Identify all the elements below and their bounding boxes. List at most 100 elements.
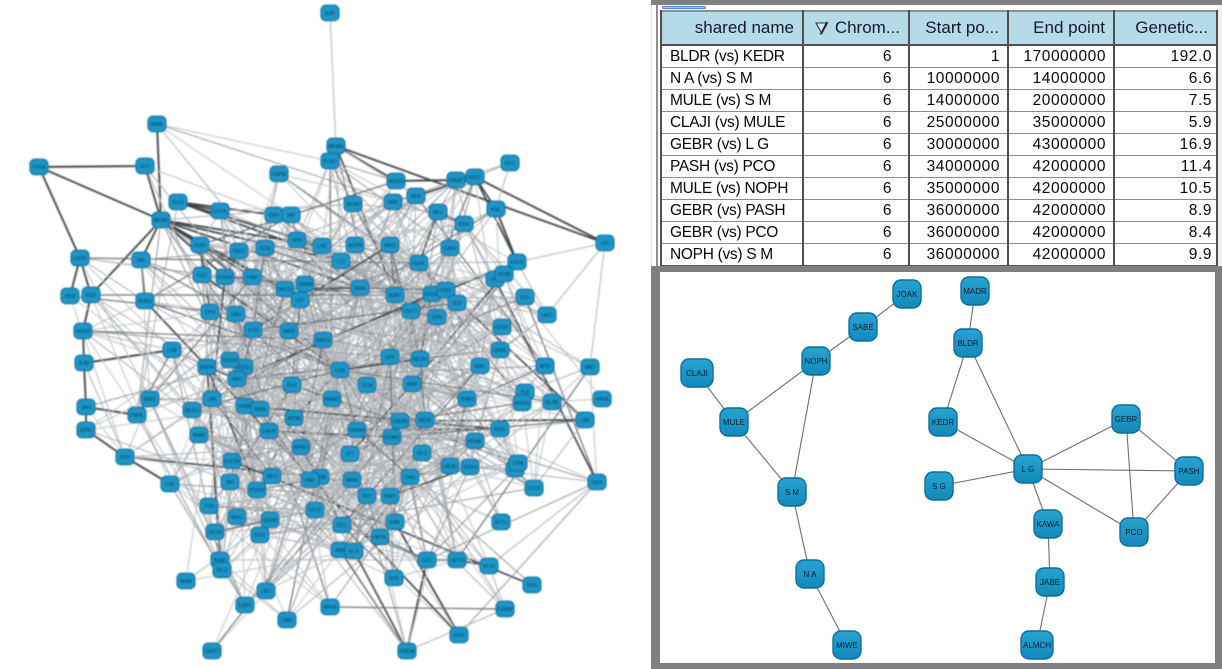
svg-text:OAG: OAG — [404, 475, 415, 481]
svg-text:GMBL: GMBL — [493, 348, 507, 354]
svg-text:OEOU: OEOU — [208, 530, 223, 536]
svg-text:MEMD: MEMD — [153, 218, 169, 224]
svg-text:DKCD: DKCD — [278, 287, 293, 293]
svg-text:WTMI: WTMI — [346, 202, 359, 208]
svg-text:IMJ: IMJ — [226, 480, 235, 486]
svg-text:ODSC: ODSC — [495, 325, 510, 331]
svg-text:BLDR: BLDR — [957, 339, 979, 348]
svg-text:WFMI: WFMI — [595, 397, 608, 403]
svg-text:OAU: OAU — [231, 312, 242, 318]
svg-text:EUL: EUL — [520, 295, 530, 301]
svg-text:SABE: SABE — [852, 323, 873, 332]
svg-text:TFIT: TFIT — [362, 494, 373, 500]
svg-text:JABE: JABE — [1040, 578, 1060, 587]
svg-text:HLW: HLW — [65, 294, 76, 300]
svg-text:LFNI: LFNI — [490, 277, 501, 283]
svg-text:PDDH: PDDH — [250, 488, 265, 494]
svg-text:NNM: NNM — [254, 407, 265, 413]
svg-text:MIWE: MIWE — [836, 641, 858, 650]
svg-text:FSGL: FSGL — [439, 288, 452, 294]
svg-text:GEBR: GEBR — [1115, 415, 1138, 424]
svg-text:GJC: GJC — [422, 558, 432, 564]
svg-text:EHCW: EHCW — [224, 459, 240, 465]
svg-text:FGHU: FGHU — [218, 275, 233, 281]
svg-text:NSST: NSST — [468, 175, 481, 181]
svg-text:LSB: LSB — [167, 348, 177, 354]
svg-text:NDS: NDS — [527, 583, 538, 589]
svg-text:RRFR: RRFR — [200, 365, 214, 371]
svg-text:MULE: MULE — [723, 418, 745, 427]
svg-text:PASH: PASH — [1178, 467, 1199, 476]
svg-text:BJM: BJM — [79, 361, 89, 367]
svg-text:FSSW: FSSW — [498, 607, 513, 613]
svg-text:DRP: DRP — [388, 200, 399, 206]
svg-text:UTCK: UTCK — [213, 209, 227, 215]
svg-text:SWGJ: SWGJ — [316, 338, 331, 344]
svg-text:AUBS: AUBS — [138, 299, 152, 305]
svg-text:EJRC: EJRC — [238, 603, 251, 609]
svg-text:INLL: INLL — [433, 210, 444, 216]
svg-text:SFE: SFE — [389, 576, 399, 582]
svg-text:N A: N A — [804, 570, 818, 579]
svg-text:ENK: ENK — [390, 520, 401, 526]
svg-text:FAW: FAW — [247, 275, 258, 281]
svg-text:NFR: NFR — [411, 194, 422, 200]
svg-text:WKB: WKB — [314, 475, 326, 481]
svg-text:FFKA: FFKA — [33, 165, 46, 171]
svg-text:SOS: SOS — [260, 246, 271, 252]
svg-text:UKO: UKO — [542, 313, 553, 319]
svg-text:UBL: UBL — [136, 258, 146, 264]
svg-text:DCC: DCC — [337, 523, 348, 529]
svg-text:ALMCH: ALMCH — [1023, 641, 1051, 650]
svg-text:L G: L G — [1022, 465, 1035, 474]
svg-text:LCI: LCI — [337, 259, 345, 265]
svg-text:IFLO: IFLO — [216, 568, 227, 574]
svg-text:GERB: GERB — [263, 518, 278, 524]
svg-text:GKS: GKS — [592, 480, 603, 486]
svg-text:PGT: PGT — [287, 383, 297, 389]
svg-text:WFMG: WFMG — [328, 144, 344, 150]
svg-text:PUI: PUI — [521, 390, 529, 396]
svg-text:AWP: AWP — [406, 382, 418, 388]
svg-text:UFK: UFK — [385, 355, 396, 361]
svg-text:HGG: HGG — [494, 427, 506, 433]
svg-text:BRBG: BRBG — [294, 445, 308, 451]
svg-text:CFIM: CFIM — [498, 272, 510, 278]
svg-text:WGEA: WGEA — [388, 179, 404, 185]
svg-text:KFJJ: KFJJ — [483, 564, 495, 570]
svg-text:OUO: OUO — [194, 243, 206, 249]
svg-text:WMK: WMK — [151, 122, 164, 128]
svg-text:RAA: RAA — [355, 286, 366, 292]
svg-text:BMG: BMG — [144, 397, 156, 403]
svg-text:KJD: KJD — [325, 11, 335, 17]
svg-text:HLEH: HLEH — [76, 329, 90, 335]
svg-text:MAT: MAT — [475, 364, 485, 370]
svg-text:KKME: KKME — [468, 439, 483, 445]
svg-text:KSL: KSL — [491, 207, 501, 213]
svg-text:EKFD: EKFD — [510, 260, 524, 266]
svg-text:DLFT: DLFT — [405, 309, 418, 315]
svg-text:SSFM: SSFM — [272, 172, 286, 178]
svg-text:DFP: DFP — [120, 455, 131, 461]
svg-text:GWIN: GWIN — [238, 404, 252, 410]
svg-text:WBM: WBM — [180, 579, 192, 585]
svg-text:MNMC: MNMC — [324, 397, 340, 403]
svg-text:WMT: WMT — [384, 494, 396, 500]
svg-text:CUC: CUC — [197, 273, 208, 279]
svg-text:EOGJ: EOGJ — [237, 365, 251, 371]
svg-text:FWG: FWG — [281, 618, 293, 624]
svg-text:BGDO: BGDO — [223, 358, 238, 364]
svg-text:MGO: MGO — [384, 243, 396, 249]
svg-text:MPFA: MPFA — [323, 605, 337, 611]
svg-text:ESTK: ESTK — [73, 256, 87, 262]
svg-text:MRN: MRN — [346, 478, 358, 484]
svg-text:OTTF: OTTF — [308, 508, 321, 514]
svg-text:PLKO: PLKO — [323, 159, 336, 165]
svg-text:MGC: MGC — [231, 515, 243, 521]
svg-text:ULO: ULO — [417, 451, 427, 457]
svg-text:AUPN: AUPN — [348, 243, 362, 249]
svg-text:PCO: PCO — [1125, 528, 1142, 537]
svg-text:KAWA: KAWA — [1037, 520, 1061, 529]
svg-text:RGG: RGG — [254, 533, 266, 539]
svg-text:UIN: UIN — [208, 397, 217, 403]
